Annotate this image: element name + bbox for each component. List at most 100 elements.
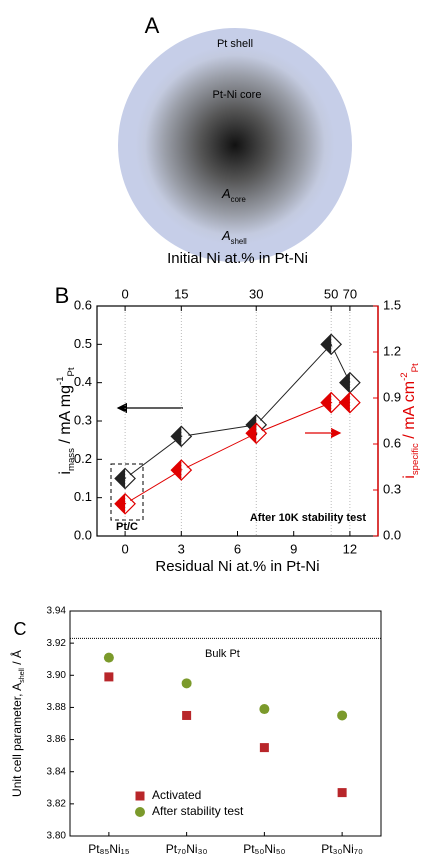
plot-frame — [96, 305, 379, 537]
panel-label: C — [14, 619, 27, 639]
marker — [337, 788, 347, 798]
y-tick-label: 0.6 — [74, 297, 92, 312]
pt-c-box — [110, 463, 144, 521]
marker — [170, 425, 193, 448]
y-tick-label: 3.90 — [47, 670, 67, 681]
annotation: After 10K stability test — [250, 512, 366, 524]
marker — [114, 492, 136, 515]
y-tick-label: 3.94 — [47, 606, 67, 617]
half-white — [350, 374, 358, 391]
x-tick-label: Pt₅₀Ni₅₀ — [243, 842, 285, 856]
label-part: Pt — [410, 363, 421, 372]
marker — [170, 459, 193, 481]
y2-tick-label: 1.5 — [383, 297, 401, 312]
half-white — [126, 495, 134, 512]
y-tick-label: 0.0 — [74, 527, 92, 542]
label-part: / mA cm — [401, 381, 418, 443]
y-tick-label: 3.86 — [47, 734, 67, 745]
plot-frame — [69, 610, 382, 837]
y-tick-label: 0.1 — [74, 489, 92, 504]
marker — [104, 672, 114, 682]
label-part: A — [221, 228, 231, 243]
marker — [245, 422, 268, 445]
half-fill — [321, 392, 332, 413]
label-part: specific — [410, 443, 421, 475]
series-line — [124, 343, 351, 479]
half-white — [350, 394, 358, 411]
label-part: / mA mg — [57, 385, 74, 448]
y-tick-label: 0.5 — [74, 336, 92, 351]
marker — [337, 710, 348, 721]
half-fill — [321, 334, 332, 355]
legend-label: After stability test — [152, 804, 244, 818]
x2-tick-label: 50 — [324, 286, 338, 301]
y2-tick-label: 0.9 — [383, 389, 401, 404]
half-white — [257, 425, 265, 442]
marker — [259, 704, 270, 715]
legend-key — [135, 807, 145, 817]
core — [135, 45, 335, 245]
y-tick-label: 3.84 — [47, 766, 67, 777]
y-tick-label: 3.92 — [47, 638, 67, 649]
marker — [182, 710, 192, 720]
a-core: Acore — [221, 186, 246, 203]
half-fill — [246, 423, 257, 444]
y2-tick-label: 1.2 — [383, 343, 401, 358]
y-tick-label: 3.80 — [47, 831, 67, 842]
x-tick-label: 3 — [178, 541, 185, 556]
marker — [320, 333, 343, 356]
x-label: Residual Ni at.% in Pt-Ni — [155, 558, 319, 575]
x-tick-label: 0 — [121, 541, 128, 556]
label-part: Pt — [66, 367, 77, 376]
marker — [259, 743, 269, 753]
shell-label: Pt shell — [217, 38, 253, 50]
half-white — [182, 428, 190, 445]
marker — [114, 467, 136, 490]
y-tick-label: 3.82 — [47, 798, 67, 809]
half-fill — [171, 426, 182, 447]
x-tick-label: 6 — [234, 541, 241, 556]
x-tick-label: Pt₇₀Ni₃₀ — [166, 842, 208, 856]
half-fill — [171, 460, 182, 481]
label-part: -2 — [399, 372, 410, 381]
marker — [320, 391, 343, 414]
y-label: Unit cell parameter, Ashell / Å — [9, 650, 26, 797]
y2-tick-label: 0.3 — [383, 481, 401, 496]
y2-tick-label: 0.6 — [383, 435, 401, 450]
legend-label: Activated — [152, 788, 201, 802]
half-fill — [115, 468, 126, 489]
label-part: A — [221, 186, 231, 201]
annotation: Pt/C — [116, 521, 138, 533]
marker — [181, 678, 192, 689]
half-white — [182, 462, 190, 479]
a-shell: Ashell — [221, 228, 247, 245]
marker — [339, 391, 361, 414]
x2-tick-label: 30 — [249, 286, 263, 301]
half-white — [332, 336, 340, 353]
y-tick-label: 3.88 — [47, 702, 67, 713]
panel-label: A — [145, 13, 160, 38]
half-white — [126, 470, 134, 487]
label-part: shell — [231, 237, 247, 246]
x2-tick-label: 70 — [343, 286, 357, 301]
y2-label: ispecific / mA cm-2Pt — [399, 363, 421, 479]
label-part: core — [231, 195, 246, 204]
y-tick-label: 0.3 — [74, 412, 92, 427]
label-part: i — [57, 471, 74, 475]
label-part: / Å — [9, 650, 24, 668]
label-part: Unit cell parameter, A — [10, 683, 24, 797]
x2-tick-label: 0 — [121, 286, 128, 301]
x-tick-label: 12 — [343, 541, 357, 556]
reference-label: Bulk Pt — [205, 648, 240, 660]
label-part: i — [401, 475, 418, 479]
y-label: imass / mA mg-1Pt — [55, 367, 77, 475]
x2-label: Initial Ni at.% in Pt-Ni — [167, 250, 308, 267]
y2-tick-label: 0.0 — [383, 527, 401, 542]
half-fill — [115, 493, 126, 514]
x-tick-label: 9 — [290, 541, 297, 556]
y-tick-label: 0.4 — [74, 374, 92, 389]
x2-tick-label: 15 — [174, 286, 188, 301]
y-tick-label: 0.2 — [74, 451, 92, 466]
half-fill — [339, 392, 350, 413]
